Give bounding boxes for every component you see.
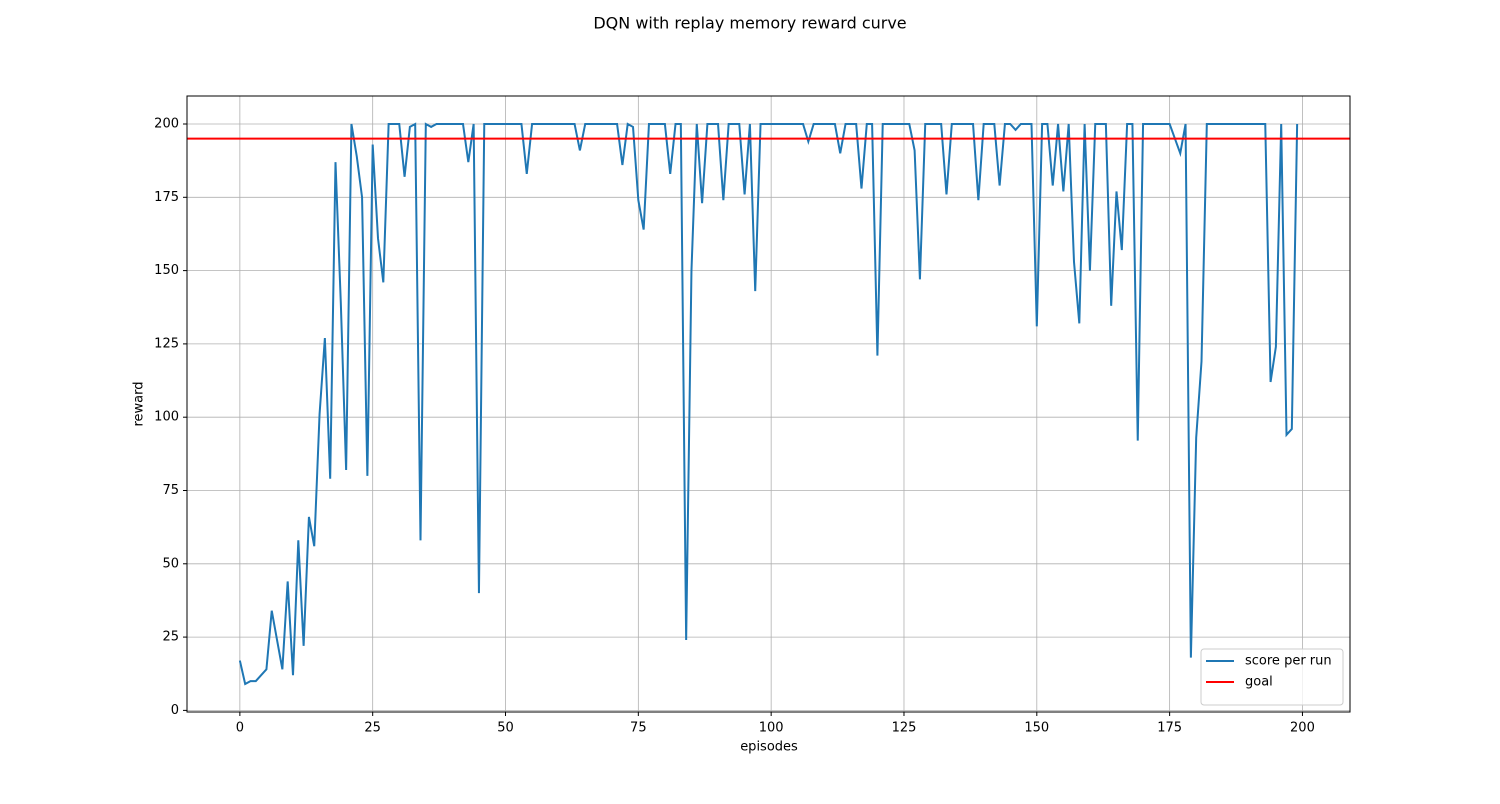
y-tick-label: 175 <box>154 190 179 205</box>
data-line <box>238 122 1299 686</box>
y-tick-label: 200 <box>154 117 179 132</box>
x-tick-label: 150 <box>1024 721 1049 736</box>
y-tick-label: 0 <box>171 703 179 718</box>
x-tick-label: 125 <box>892 721 917 736</box>
x-tick-label: 100 <box>759 721 784 736</box>
legend-label: score per run <box>1245 654 1332 669</box>
legend-label: goal <box>1245 675 1273 690</box>
legend-box <box>1200 648 1344 706</box>
x-tick-label: 175 <box>1157 721 1182 736</box>
y-tick-label: 75 <box>162 483 179 498</box>
axes-frame <box>186 95 1351 713</box>
x-tick-label: 75 <box>630 721 647 736</box>
y-tick-label: 50 <box>162 556 179 571</box>
x-tick-label: 50 <box>497 721 514 736</box>
x-tick-label: 0 <box>236 721 244 736</box>
y-tick-label: 125 <box>154 336 179 351</box>
chart-title: DQN with replay memory reward curve <box>593 14 906 33</box>
y-tick-label: 150 <box>154 263 179 278</box>
y-axis-label: reward <box>132 381 147 426</box>
x-tick-label: 200 <box>1290 721 1315 736</box>
y-tick-label: 100 <box>154 410 179 425</box>
y-tick-label: 25 <box>162 630 179 645</box>
x-axis-label: episodes <box>740 740 798 755</box>
x-tick-label: 25 <box>364 721 381 736</box>
